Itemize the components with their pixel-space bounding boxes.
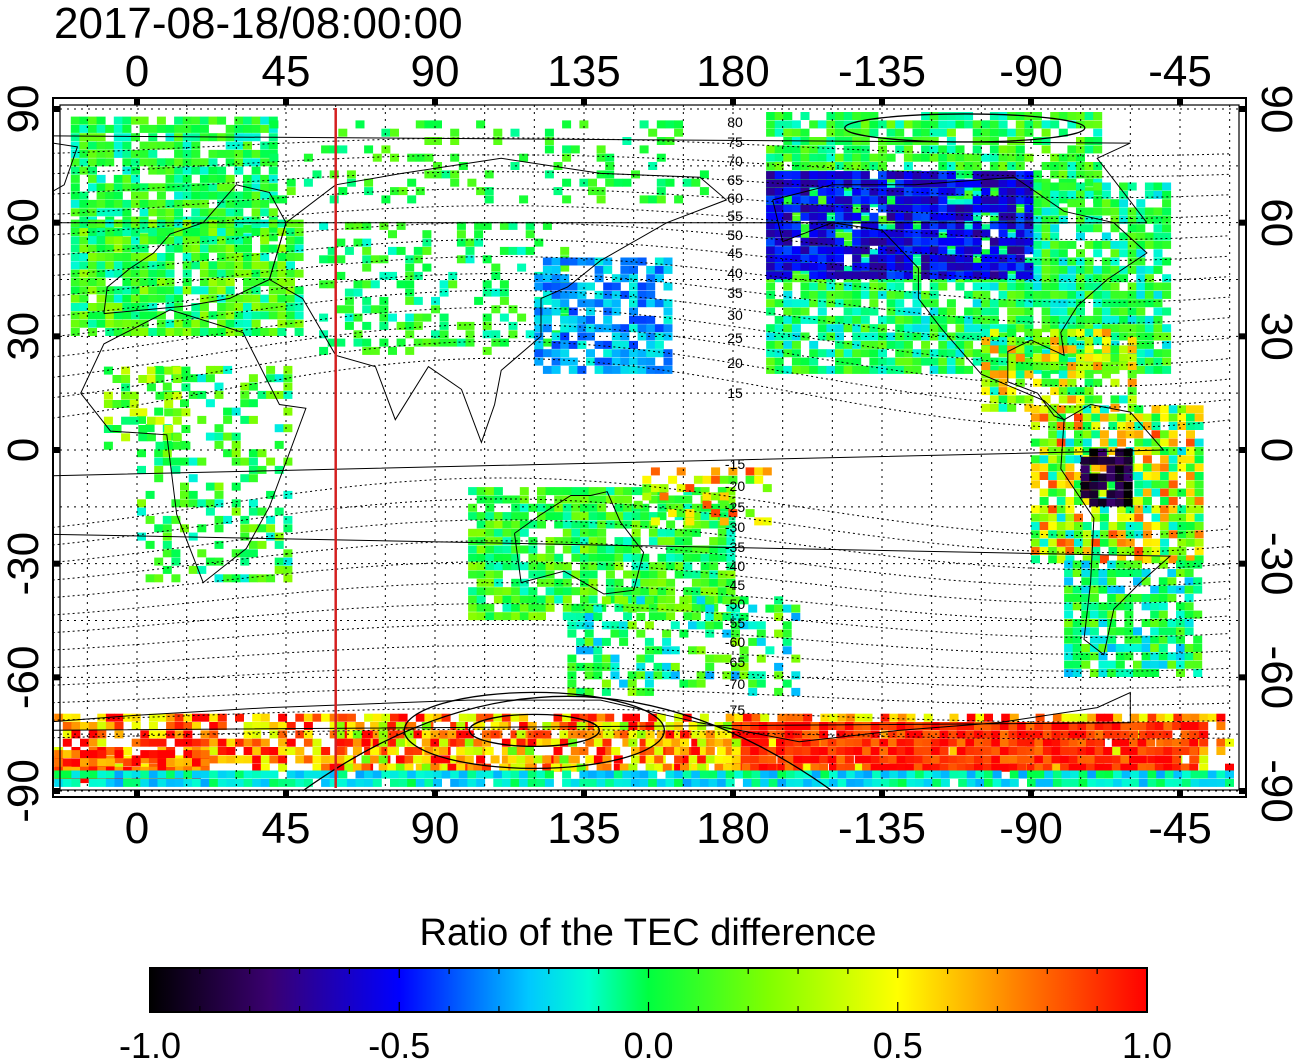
bottom-lon-label: 135 (547, 804, 620, 853)
colorbar-title: Ratio of the TEC difference (420, 912, 877, 954)
colorbar-tick-label: -1.0 (119, 1025, 181, 1064)
contour-label-south: -70 (725, 676, 745, 692)
contour-label-south: -35 (725, 539, 745, 555)
right-lat-label: -30 (1252, 532, 1296, 596)
contour-label-north: 80 (727, 114, 743, 130)
tec-data-patches (54, 112, 1234, 787)
colorbar-tick-labels: -1.0 -0.5 0.0 0.5 1.0 (119, 1025, 1172, 1064)
bottom-lon-label: 0 (125, 804, 149, 853)
contour-label-north: 55 (727, 208, 743, 224)
right-lat-label: 0 (1252, 438, 1296, 462)
contour-label-south: -60 (725, 634, 745, 650)
left-lat-label: -90 (0, 759, 48, 823)
contour-label-north: 35 (727, 285, 743, 301)
map-title: 2017-08-18/08:00:00 (54, 0, 463, 48)
top-longitude-labels: 0 45 90 135 180 -135 -90 -45 (125, 47, 1212, 96)
contour-label-north: 20 (727, 355, 743, 371)
top-lon-label: 90 (411, 47, 460, 96)
contour-label-south: -15 (725, 456, 745, 472)
contour-label-north: 40 (727, 265, 743, 281)
bottom-longitude-labels: 0 45 90 135 180 -135 -90 -45 (125, 804, 1212, 853)
left-lat-label: -30 (0, 532, 48, 596)
contour-label-north: 25 (727, 330, 743, 346)
top-lon-label: -135 (838, 47, 926, 96)
contour-label-north: 50 (727, 227, 743, 243)
left-lat-label: 60 (0, 198, 48, 247)
coastlines (53, 135, 1172, 743)
top-lon-label: 0 (125, 47, 149, 96)
right-latitude-labels: 90 60 30 0 -30 -60 -90 (1252, 85, 1296, 823)
top-lon-label: -90 (999, 47, 1063, 96)
contour-label-north: 75 (727, 134, 743, 150)
bottom-lon-label: 45 (262, 804, 311, 853)
top-lon-label: 180 (696, 47, 769, 96)
contour-label-south: -20 (725, 478, 745, 494)
contour-label-north: 60 (727, 190, 743, 206)
contour-label-south: -55 (725, 615, 745, 631)
right-lat-label: -60 (1252, 646, 1296, 710)
colorbar-ticks (149, 968, 1148, 1012)
right-lat-label: 30 (1252, 312, 1296, 361)
colorbar-tick-label: 1.0 (1122, 1025, 1172, 1064)
left-lat-label: 90 (0, 85, 48, 134)
left-lat-label: -60 (0, 646, 48, 710)
top-lon-label: 135 (547, 47, 620, 96)
bottom-lon-label: -135 (838, 804, 926, 853)
colorbar-tick-label: 0.0 (623, 1025, 673, 1064)
contour-label-north: 70 (727, 153, 743, 169)
bottom-lon-label: 90 (411, 804, 460, 853)
contour-label-south: -25 (725, 499, 745, 515)
left-lat-label: 30 (0, 312, 48, 361)
right-lat-label: 90 (1252, 85, 1296, 134)
left-lat-label: 0 (0, 438, 48, 462)
contour-label-north: 15 (727, 385, 743, 401)
bottom-lon-label: -90 (999, 804, 1063, 853)
top-lon-label: -45 (1148, 47, 1212, 96)
contour-label-south: -50 (725, 596, 745, 612)
top-lon-label: 45 (262, 47, 311, 96)
contour-label-south: -30 (725, 519, 745, 535)
left-latitude-labels: 90 60 30 0 -30 -60 -90 (0, 85, 48, 823)
bottom-lon-label: 180 (696, 804, 769, 853)
contour-label-south: -65 (725, 654, 745, 670)
contour-labels: 80 75 70 65 60 55 50 45 40 35 30 25 20 15 -15 -20 -25 -30… (725, 114, 745, 718)
contour-label-south: -40 (725, 558, 745, 574)
contour-label-north: 30 (727, 307, 743, 323)
contour-label-north: 65 (727, 172, 743, 188)
contour-label-south: -45 (725, 577, 745, 593)
contour-label-south: -75 (725, 702, 745, 718)
right-lat-label: -90 (1252, 759, 1296, 823)
right-lat-label: 60 (1252, 198, 1296, 247)
colorbar-tick-label: 0.5 (873, 1025, 923, 1064)
bottom-lon-label: -45 (1148, 804, 1212, 853)
frame-ticks (53, 98, 1246, 797)
contour-label-north: 45 (727, 245, 743, 261)
colorbar-tick-label: -0.5 (368, 1025, 430, 1064)
